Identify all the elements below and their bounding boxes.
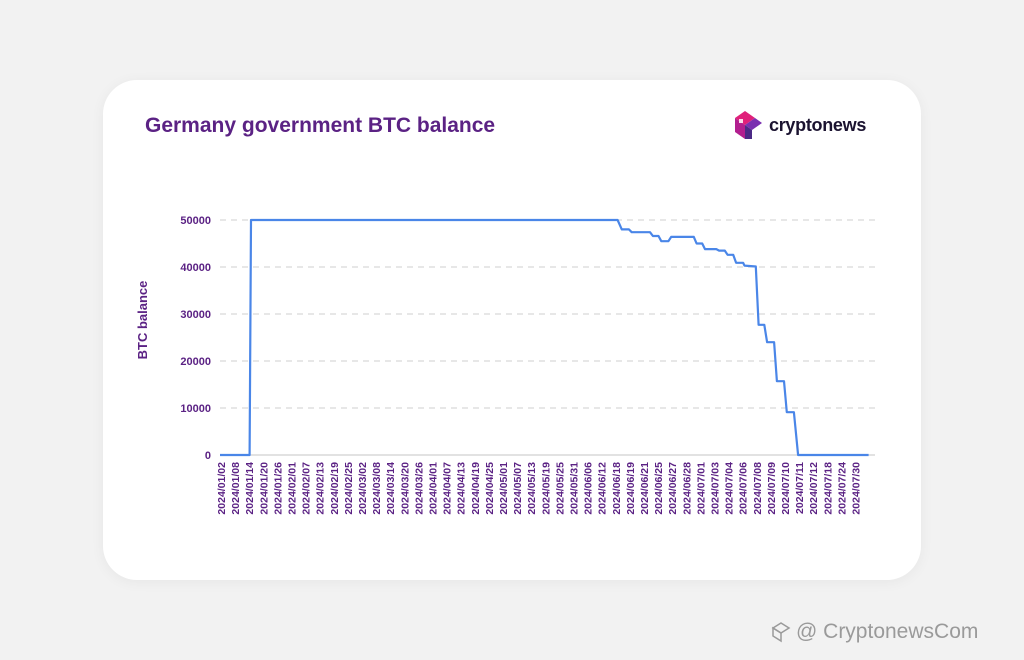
x-tick-label: 2024/01/14 (244, 462, 256, 515)
x-tick-label: 2024/02/07 (301, 462, 313, 515)
x-tick-label: 2024/05/07 (512, 462, 524, 515)
x-tick-label: 2024/07/08 (752, 462, 764, 515)
chart-card (103, 80, 921, 580)
x-tick-label: 2024/03/08 (371, 462, 383, 515)
y-tick-label: 30000 (180, 309, 211, 321)
x-tick-label: 2024/06/21 (639, 462, 651, 515)
x-tick-label: 2024/06/18 (611, 462, 623, 515)
y-tick-label: 0 (205, 450, 211, 462)
x-tick-label: 2024/04/25 (484, 462, 496, 515)
x-tick-label: 2024/03/26 (413, 462, 425, 515)
x-tick-label: 2024/01/26 (272, 462, 284, 515)
x-tick-label: 2024/05/19 (540, 462, 552, 515)
x-tick-label: 2024/05/25 (554, 462, 566, 515)
x-tick-label: 2024/02/19 (329, 462, 341, 515)
cryptonews-logo: cryptonews (731, 108, 866, 142)
x-tick-label: 2024/07/24 (836, 462, 848, 515)
x-tick-label: 2024/06/25 (653, 462, 665, 515)
x-tick-label: 2024/01/08 (230, 462, 242, 515)
y-tick-label: 10000 (180, 403, 211, 415)
x-tick-label: 2024/07/03 (710, 462, 722, 515)
brand-name: cryptonews (769, 114, 867, 135)
x-tick-label: 2024/06/12 (597, 462, 609, 515)
x-tick-label: 2024/04/01 (428, 462, 440, 515)
x-tick-label: 2024/02/25 (343, 462, 355, 515)
watermark: @ CryptonewsCom (770, 620, 978, 644)
watermark-logo-icon (771, 622, 791, 643)
cryptonews-logo-icon (735, 111, 762, 139)
y-axis-label: BTC balance (135, 281, 150, 360)
y-tick-label: 50000 (180, 215, 211, 227)
x-tick-label: 2024/07/12 (808, 462, 820, 515)
watermark-text: @ CryptonewsCom (796, 620, 979, 643)
x-tick-label: 2024/04/13 (456, 462, 468, 515)
chart-title: Germany government BTC balance (145, 114, 496, 137)
x-tick-label: 2024/02/13 (315, 462, 327, 515)
x-tick-label: 2024/07/30 (851, 462, 863, 515)
x-tick-label: 2024/02/01 (287, 462, 299, 515)
x-tick-label: 2024/03/14 (385, 462, 397, 515)
x-tick-label: 2024/01/20 (258, 462, 270, 515)
x-tick-label: 2024/06/28 (681, 462, 693, 515)
x-tick-label: 2024/07/04 (724, 462, 736, 515)
x-tick-label: 2024/07/11 (794, 462, 806, 514)
x-tick-label: 2024/04/19 (470, 462, 482, 515)
x-tick-label: 2024/04/07 (442, 462, 454, 515)
x-tick-label: 2024/05/13 (526, 462, 538, 515)
x-tick-label: 2024/06/19 (625, 462, 637, 515)
x-tick-label: 2024/05/01 (498, 462, 510, 515)
x-tick-label: 2024/03/02 (357, 462, 369, 515)
series-line-0 (220, 218, 869, 457)
x-tick-label: 2024/03/20 (399, 462, 411, 515)
x-tick-label: 2024/07/18 (822, 462, 834, 515)
y-tick-label: 20000 (180, 356, 211, 368)
x-tick-label: 2024/07/06 (738, 462, 750, 515)
x-tick-label: 2024/07/09 (766, 462, 778, 515)
x-tick-label: 2024/06/06 (583, 462, 595, 515)
x-tick-label: 2024/01/02 (216, 462, 228, 515)
x-tick-label: 2024/06/27 (667, 462, 679, 515)
x-tick-label: 2024/05/31 (569, 462, 581, 515)
x-tick-label: 2024/07/01 (695, 462, 707, 515)
x-tick-label: 2024/07/10 (780, 462, 792, 515)
y-tick-label: 40000 (180, 262, 211, 274)
